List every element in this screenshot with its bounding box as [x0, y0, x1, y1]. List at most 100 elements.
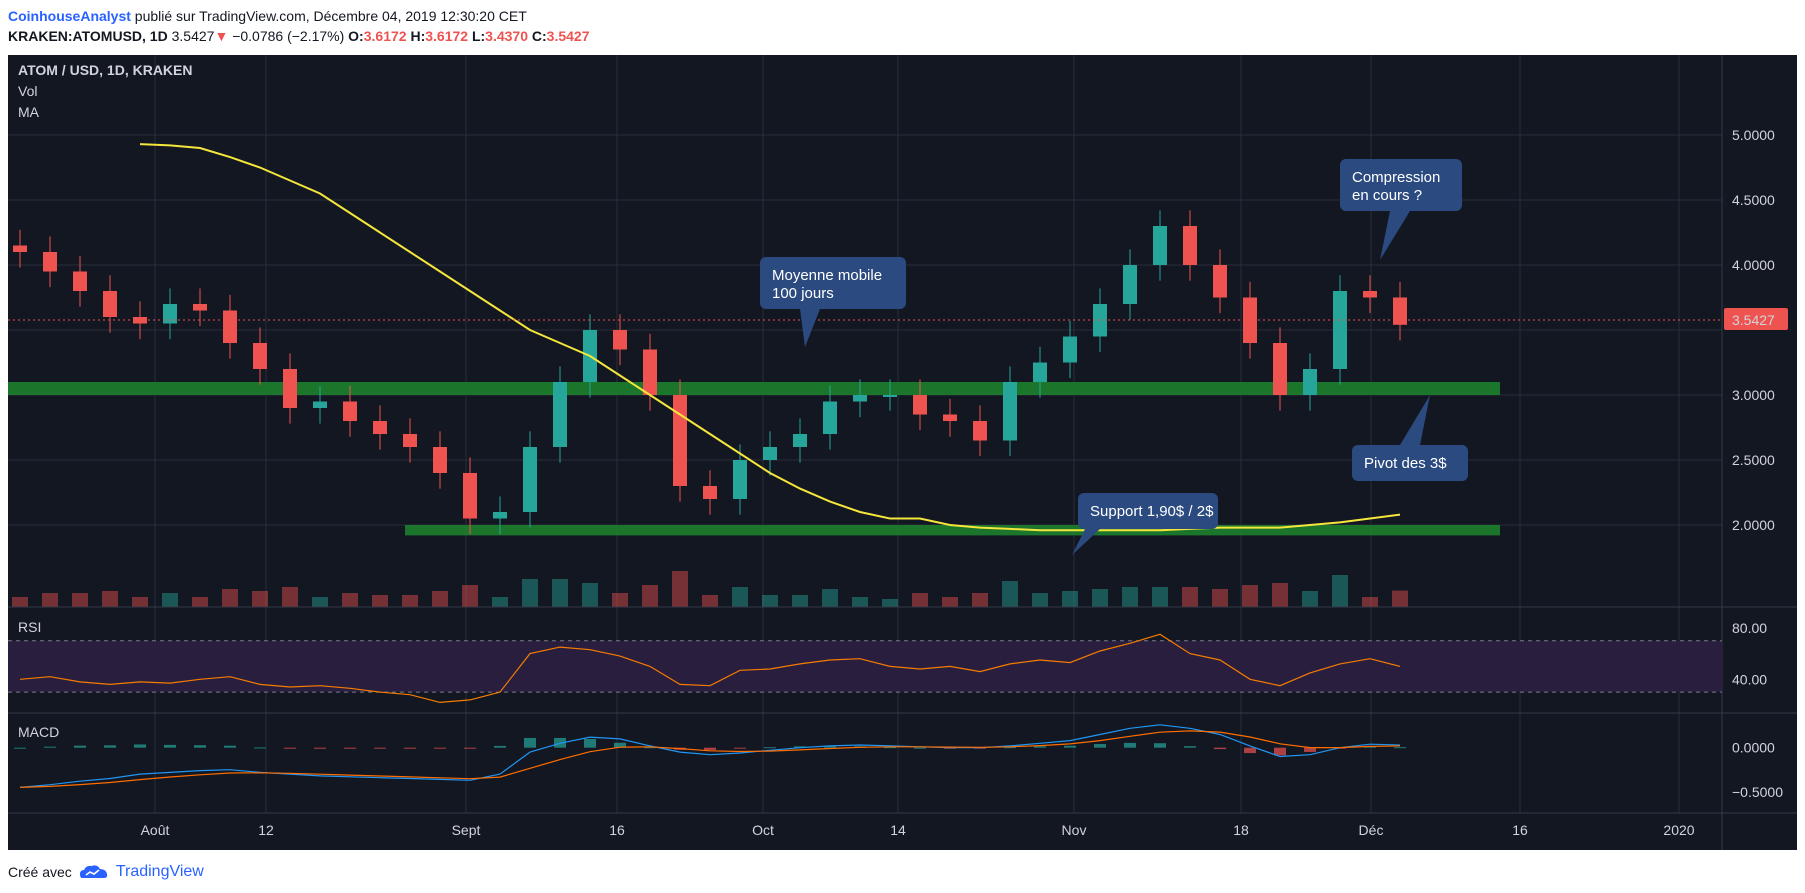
change-value: −0.0786 (−2.17%) [232, 28, 345, 44]
footer: Créé avec TradingView [8, 862, 204, 882]
volume-bar [1212, 589, 1228, 607]
candle-body [853, 395, 867, 402]
footer-prefix: Créé avec [8, 864, 72, 880]
time-tick-label: Nov [1062, 822, 1087, 838]
macd-histogram-bar [314, 747, 326, 749]
macd-histogram-bar [1124, 742, 1136, 748]
ma-label[interactable]: MA [18, 104, 40, 120]
volume-bar [642, 585, 658, 607]
macd-histogram-bar [1364, 746, 1376, 748]
candle-body [613, 330, 627, 350]
macd-histogram-bar [1064, 745, 1076, 748]
candle-body [883, 395, 897, 397]
macd-line [19, 724, 1401, 788]
close-label: C: [531, 28, 547, 44]
rsi-line [19, 633, 1401, 704]
zone-layer [8, 382, 1500, 536]
volume-bar [1062, 591, 1078, 607]
rsi-tick-label: 40.00 [1732, 671, 1767, 687]
candle-body [253, 343, 267, 369]
macd-histogram-bar [374, 747, 386, 749]
callout-box [1340, 159, 1462, 211]
callout-pointer [1072, 529, 1100, 555]
candle-body [103, 291, 117, 317]
candle-body [283, 369, 297, 408]
candle-body [673, 395, 687, 486]
volume-bar [552, 579, 568, 607]
time-tick-label: 16 [1512, 822, 1528, 838]
volume-bar [942, 597, 958, 607]
symbol-label: KRAKEN:ATOMUSD, 1D [8, 28, 168, 44]
volume-bar [102, 591, 118, 607]
volume-bar [372, 595, 388, 607]
author-link[interactable]: CoinhouseAnalyst [8, 8, 131, 24]
volume-bar [702, 595, 718, 607]
time-tick-label: Sept [452, 822, 481, 838]
candle-body [1123, 265, 1137, 304]
volume-bar [1332, 575, 1348, 607]
macd-histogram-bar [434, 747, 446, 749]
volume-bar [72, 593, 88, 607]
candle-body [793, 434, 807, 447]
volume-bar [192, 597, 208, 607]
chart-title: ATOM / USD, 1D, KRAKEN [18, 62, 193, 78]
candle-body [643, 349, 657, 395]
volume-bar [282, 587, 298, 607]
tradingview-brand-link[interactable]: TradingView [115, 863, 204, 880]
candle-body [463, 473, 477, 519]
time-tick-label: 2020 [1663, 822, 1694, 838]
macd-histogram-bar [104, 745, 116, 748]
price-tick-label: 2.5000 [1732, 452, 1775, 468]
volume-bar [792, 595, 808, 607]
time-tick-label: 12 [258, 822, 274, 838]
candle-body [1393, 297, 1407, 325]
callout-pointer [1380, 211, 1410, 260]
callout-box [1078, 493, 1218, 529]
macd-histogram-bar [764, 747, 776, 749]
macd-histogram-bar [74, 745, 86, 748]
price-axis[interactable]: 5.0000 4.5000 4.0000 3.0000 2.5000 2.0000 80.0… [1732, 127, 1783, 800]
low-value: 3.4370 [485, 28, 528, 44]
macd-tick-label: −0.5000 [1732, 784, 1783, 800]
rsi-band [8, 640, 1722, 693]
open-value: 3.6172 [363, 28, 407, 44]
macd-histogram-bar [134, 744, 146, 748]
rsi-label[interactable]: RSI [18, 619, 41, 635]
vol-label[interactable]: Vol [18, 83, 37, 99]
candle-body [733, 460, 747, 499]
macd-histogram-bar [494, 745, 506, 748]
macd-histogram-bar [1244, 747, 1256, 754]
volume-bar [1182, 587, 1198, 607]
macd-histogram-bar [44, 746, 56, 748]
macd-histogram-bar [644, 747, 656, 749]
time-tick-label: 14 [890, 822, 906, 838]
volume-bar [972, 593, 988, 607]
macd-histogram-bar [464, 747, 476, 749]
macd-label[interactable]: MACD [18, 724, 59, 740]
open-label: O: [348, 28, 364, 44]
candle-body [43, 252, 57, 272]
candle-body [373, 421, 387, 434]
publish-line: CoinhouseAnalyst publié sur TradingView.… [8, 6, 1805, 26]
volume-bars [12, 571, 1408, 607]
candle-body [1303, 369, 1317, 395]
high-label: H: [410, 28, 426, 44]
volume-bar [12, 597, 28, 607]
time-axis[interactable]: Août 12 Sept 16 Oct 14 Nov 18 Déc 16 2020 [141, 822, 1695, 838]
time-tick-label: 18 [1233, 822, 1249, 838]
candle-body [1273, 343, 1287, 395]
chart-canvas[interactable]: ATOM / USD, 1D, KRAKEN Vol MA RSI MACD 5… [0, 55, 1805, 850]
macd-histogram-bar [584, 738, 596, 748]
macd-histogram-bar [1304, 747, 1316, 752]
volume-bar [1122, 587, 1138, 607]
macd-histogram-bar [884, 747, 896, 749]
macd-histogram-bar [284, 747, 296, 749]
volume-bar [522, 579, 538, 607]
macd-histogram-bar [734, 747, 746, 749]
candle-body [433, 447, 447, 473]
macd-histogram-bar [1034, 746, 1046, 748]
candle-body [13, 245, 27, 252]
ohlc-line: KRAKEN:ATOMUSD, 1D 3.5427▼ −0.0786 (−2.1… [8, 26, 1805, 46]
candle-body [343, 401, 357, 421]
